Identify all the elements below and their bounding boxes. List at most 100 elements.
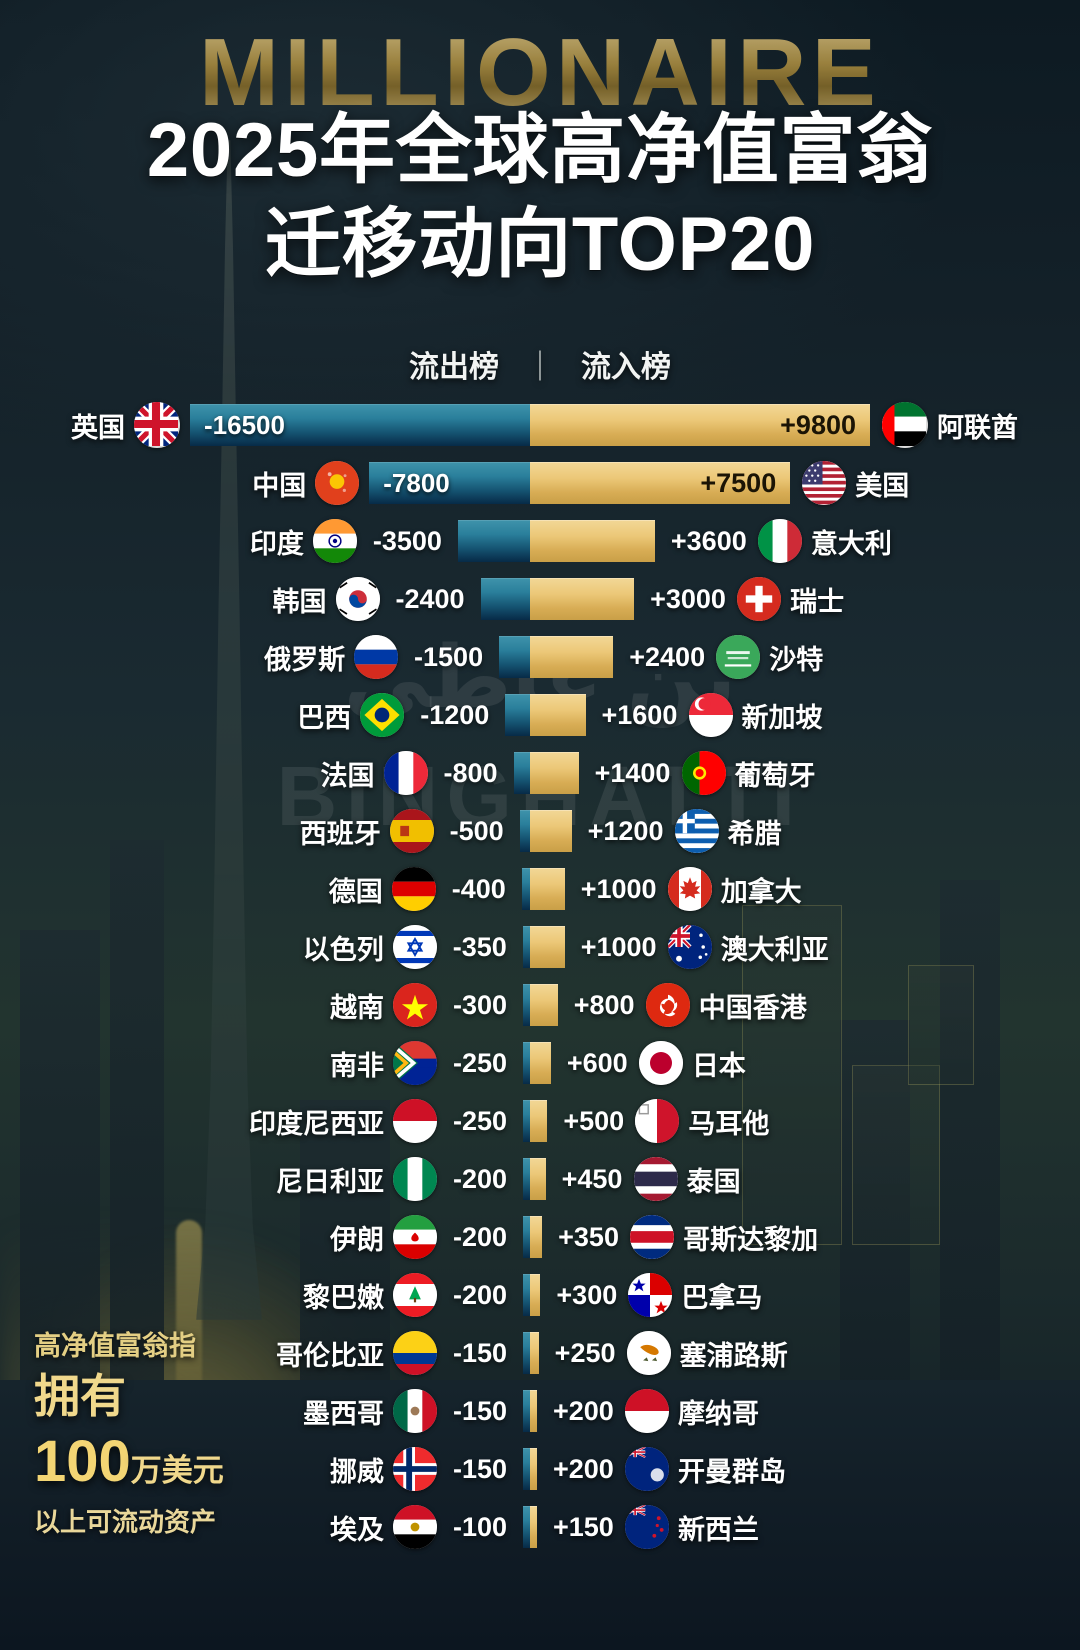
- outflow-half: -400 德国: [0, 860, 530, 918]
- inflow-country: 开曼群岛: [625, 1440, 786, 1498]
- inflow-bar: [530, 1216, 543, 1258]
- flag-fr: [383, 751, 428, 795]
- inflow-half: +9800 阿联酋: [530, 396, 1080, 454]
- outflow-country-name: 俄罗斯: [264, 644, 346, 675]
- inflow-bar: [530, 1158, 546, 1200]
- flag-pt: [681, 751, 726, 795]
- outflow-country-name: 韩国: [272, 586, 327, 617]
- inflow-bar: [530, 1448, 537, 1490]
- flag-br: [360, 693, 405, 737]
- outflow-bar: [523, 1216, 530, 1258]
- inflow-value: +1400: [594, 757, 671, 788]
- outflow-value: -350: [452, 931, 507, 962]
- inflow-bar: [530, 926, 565, 968]
- inflow-bar: [530, 1390, 537, 1432]
- tower-outline: [742, 905, 842, 1245]
- outflow-bar: [499, 636, 530, 678]
- outflow-value: -250: [452, 1047, 507, 1078]
- outflow-half: -7800 中国: [0, 454, 530, 512]
- inflow-country-name: 阿联酋: [937, 412, 1018, 443]
- outflow-country-name: 巴西: [297, 702, 352, 733]
- outflow-bar: [522, 926, 530, 968]
- outflow-value: -150: [452, 1337, 507, 1368]
- flag-es: [389, 809, 434, 853]
- inflow-country-name: 日本: [691, 1050, 746, 1081]
- inflow-country-name: 意大利: [810, 528, 892, 559]
- inflow-half: +3600 意大利: [530, 512, 1080, 570]
- outflow-value: -100: [452, 1511, 507, 1542]
- flag-in: [312, 519, 357, 563]
- outflow-bar: [523, 1506, 530, 1548]
- inflow-country: 希腊: [674, 802, 782, 860]
- outflow-half: -250 印度尼西亚: [0, 1092, 530, 1150]
- inflow-country-name: 泰国: [686, 1166, 741, 1197]
- flag-cn: [315, 461, 360, 505]
- outflow-half: -150 墨西哥: [0, 1382, 530, 1440]
- chart-row: -800 法国 +1400 葡萄牙: [0, 744, 1080, 802]
- inflow-half: +450 泰国: [530, 1150, 1080, 1208]
- inflow-country: 摩纳哥: [625, 1382, 759, 1440]
- inflow-country-name: 葡萄牙: [734, 760, 816, 791]
- inflow-bar: [530, 1100, 548, 1142]
- outflow-country-name: 哥伦比亚: [276, 1340, 384, 1371]
- outflow-half: -150 挪威: [0, 1440, 530, 1498]
- flag-za: [393, 1041, 437, 1085]
- inflow-value: +1000: [580, 931, 657, 962]
- outflow-bar: [519, 810, 530, 852]
- inflow-country-name: 美国: [855, 470, 910, 501]
- flag-id: [393, 1099, 437, 1143]
- inflow-country-name: 瑞士: [790, 586, 845, 617]
- caption-amount: 100: [34, 1428, 131, 1494]
- outflow-value: -16500: [204, 409, 285, 440]
- inflow-value: +500: [563, 1105, 625, 1136]
- outflow-value: -500: [449, 815, 504, 846]
- inflow-value: +600: [566, 1047, 628, 1078]
- outflow-value: -800: [443, 757, 498, 788]
- inflow-country: 美国: [802, 454, 909, 512]
- inflow-value: +200: [553, 1395, 614, 1426]
- inflow-country: 新加坡: [688, 686, 823, 744]
- chart-row: -150 墨西哥 +200 摩纳哥: [0, 1382, 1080, 1440]
- outflow-value: -1200: [420, 699, 490, 730]
- chart-row: -150 挪威 +200 开曼群岛: [0, 1440, 1080, 1498]
- outflow-country: 越南: [330, 976, 437, 1034]
- outflow-value: -300: [452, 989, 507, 1020]
- inflow-country: 瑞士: [737, 570, 844, 628]
- chart-row: -150 哥伦比亚 +250 塞浦路斯: [0, 1324, 1080, 1382]
- outflow-value: -1500: [414, 641, 484, 672]
- inflow-value: +200: [553, 1453, 614, 1484]
- outflow-country: 埃及: [330, 1498, 437, 1556]
- flag-ch: [737, 577, 782, 621]
- chart-row: -200 尼日利亚 +450 泰国: [0, 1150, 1080, 1208]
- flag-th: [633, 1157, 678, 1201]
- backdrop-word-millionaire: MILLIONAIRE: [0, 18, 1080, 128]
- outflow-half: -100 埃及: [0, 1498, 530, 1556]
- outflow-country: 中国: [252, 454, 360, 512]
- caption-line4: 以上可流动资产: [34, 1506, 217, 1537]
- page-title-line1: 2025年全球高净值富翁: [146, 108, 934, 193]
- inflow-half: +3000 瑞士: [530, 570, 1080, 628]
- outflow-value: -200: [452, 1279, 507, 1310]
- inflow-bar: [530, 462, 791, 504]
- flag-sa: [716, 635, 761, 679]
- chart-row: -250 南非 +600 日本: [0, 1034, 1080, 1092]
- inflow-country-name: 加拿大: [720, 876, 802, 907]
- flag-it: [757, 519, 802, 563]
- outflow-bar: [523, 1390, 530, 1432]
- inflow-half: +1400 葡萄牙: [530, 744, 1080, 802]
- tower-outline: [908, 965, 974, 1085]
- chart-row: -500 西班牙 +1200 希腊: [0, 802, 1080, 860]
- outflow-column-label: 流出榜: [409, 351, 499, 384]
- outflow-bar: [523, 1274, 530, 1316]
- chart-row: -100 埃及 +150 新西兰: [0, 1498, 1080, 1556]
- chart-row: -2400 韩国 +3000 瑞士: [0, 570, 1080, 628]
- outflow-half: -300 越南: [0, 976, 530, 1034]
- outflow-half: -3500 印度: [0, 512, 530, 570]
- inflow-country-name: 新西兰: [678, 1514, 759, 1545]
- outflow-value: -150: [452, 1395, 507, 1426]
- building-silhouette: [110, 840, 164, 1400]
- outflow-country: 南非: [330, 1034, 437, 1092]
- outflow-half: -800 法国: [0, 744, 530, 802]
- outflow-bar: [523, 1158, 530, 1200]
- inflow-country-name: 沙特: [769, 644, 824, 675]
